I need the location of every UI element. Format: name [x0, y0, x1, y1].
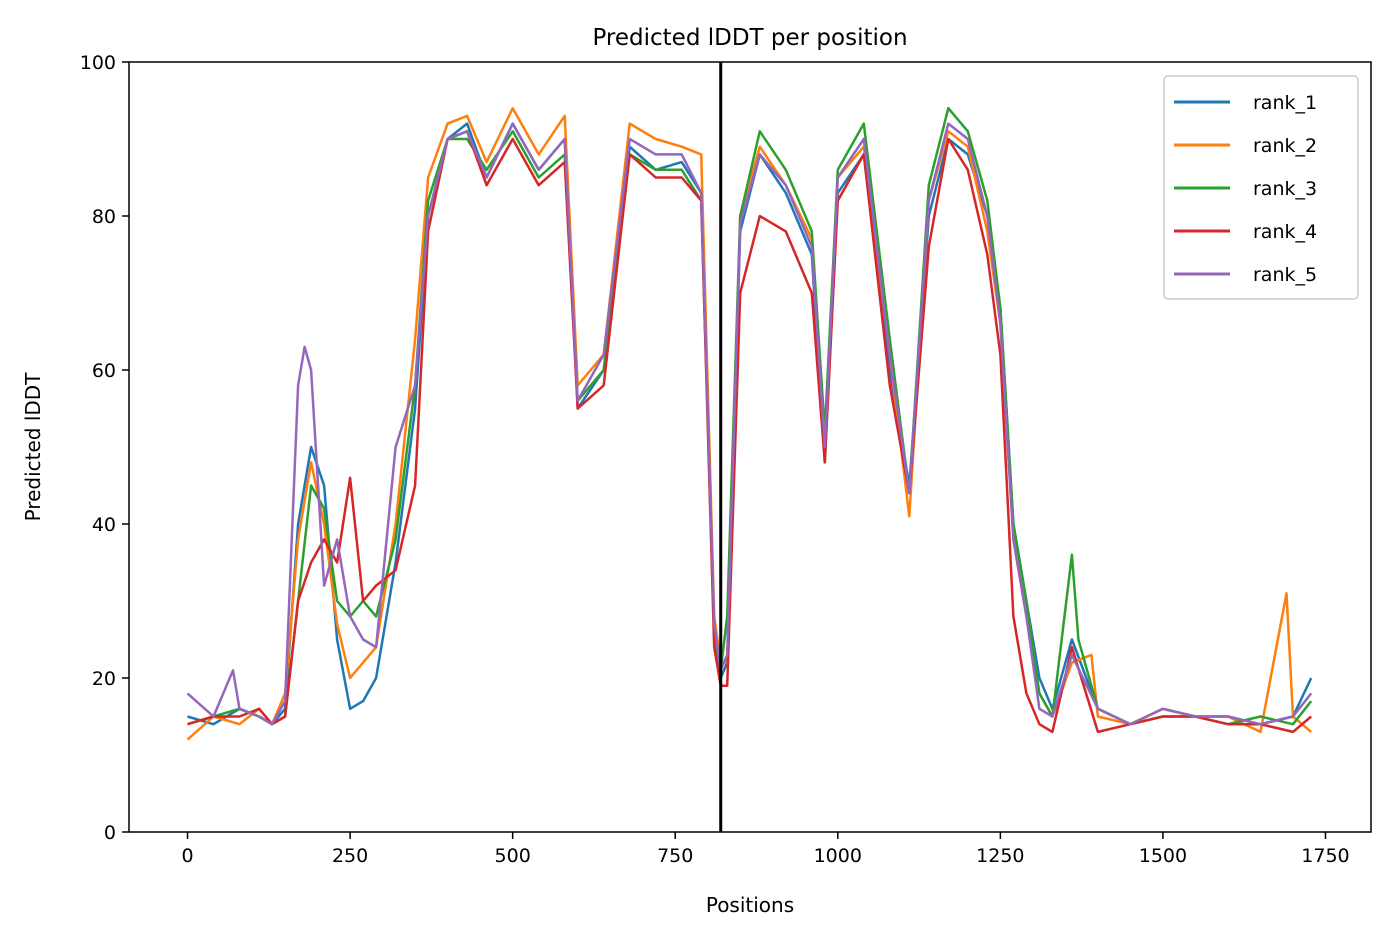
- x-tick-label: 0: [181, 845, 193, 867]
- x-axis: 0 250 500 750 1000 1250 1500 1750: [181, 832, 1350, 867]
- y-tick-label: 60: [92, 360, 116, 382]
- legend-label-rank-1: rank_1: [1253, 92, 1317, 114]
- legend-label-rank-2: rank_2: [1253, 135, 1317, 157]
- x-tick-label: 500: [495, 845, 531, 867]
- x-axis-label: Positions: [706, 893, 794, 917]
- plot-frame: [128, 61, 1372, 833]
- y-axis: 0 20 40 60 80 100: [80, 52, 129, 844]
- legend-box: [1163, 75, 1359, 300]
- x-tick-label: 250: [332, 845, 368, 867]
- y-tick-label: 80: [92, 206, 116, 228]
- series-line-rank-5: [186, 122, 1313, 726]
- x-tick-label: 750: [657, 845, 693, 867]
- series-line-rank-4: [187, 130, 1313, 734]
- y-tick-label: 0: [104, 822, 116, 844]
- legend-label-rank-5: rank_5: [1253, 264, 1317, 286]
- chart-title: Predicted lDDT per position: [592, 25, 907, 51]
- series-layer: [186, 106, 1313, 741]
- series-line-rank-3: [187, 106, 1313, 726]
- series-line-rank-2: [186, 106, 1313, 741]
- x-tick-label: 1500: [1139, 845, 1187, 867]
- y-tick-label: 100: [80, 52, 116, 74]
- x-tick-label: 1750: [1301, 845, 1349, 867]
- series-line-rank-1: [187, 122, 1313, 726]
- legend: rank_1 rank_2 rank_3 rank_4 rank_5: [1163, 75, 1359, 300]
- legend-label-rank-4: rank_4: [1253, 221, 1317, 243]
- y-tick-label: 40: [92, 514, 116, 536]
- y-axis-label: Predicted lDDT: [21, 372, 45, 522]
- x-tick-label: 1250: [976, 845, 1024, 867]
- x-tick-label: 1000: [814, 845, 862, 867]
- y-tick-label: 20: [92, 668, 116, 690]
- legend-label-rank-3: rank_3: [1253, 178, 1317, 200]
